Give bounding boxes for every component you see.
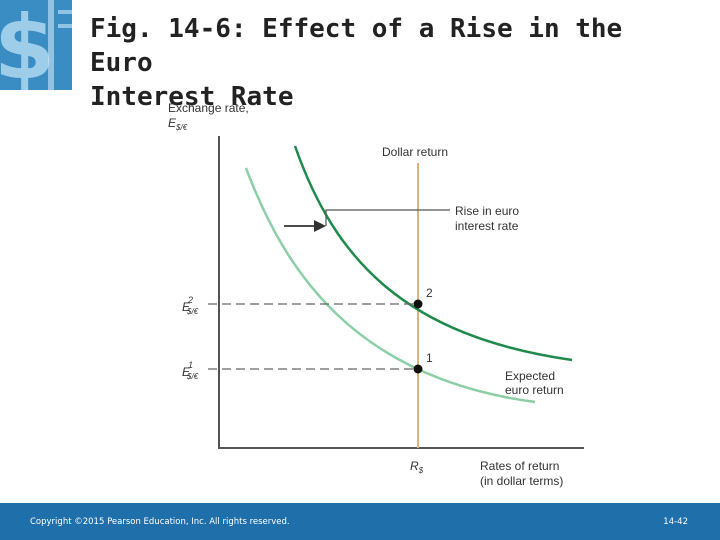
expected-label-line-1: Expected bbox=[505, 369, 555, 383]
slide-title-line-2: Interest Rate bbox=[90, 82, 294, 112]
rise-label-line-1: Rise in euro bbox=[455, 204, 519, 218]
equilibrium-point-2 bbox=[413, 299, 423, 309]
copyright-text: Copyright ©2015 Pearson Education, Inc. … bbox=[30, 517, 290, 527]
y-axis-label: Exchange rate, bbox=[168, 101, 249, 115]
x-axis-label-line-1: Rates of return bbox=[480, 459, 559, 473]
e2-tick-label: E2 $/€ bbox=[182, 295, 199, 316]
slide-logo: $ bbox=[0, 0, 72, 90]
r-dollar-tick-label: R$ bbox=[410, 459, 424, 475]
page-number: 14-42 bbox=[663, 517, 688, 527]
rise-callout-connector bbox=[325, 209, 450, 226]
x-axis-label-line-2: (in dollar terms) bbox=[480, 474, 563, 488]
point-1-label: 1 bbox=[426, 351, 433, 365]
footer-bar: Copyright ©2015 Pearson Education, Inc. … bbox=[0, 503, 720, 540]
expected-label-line-2: euro return bbox=[505, 383, 564, 397]
point-2-label: 2 bbox=[426, 286, 433, 300]
rise-label-line-2: interest rate bbox=[455, 219, 519, 233]
old-expected-euro-return-curve bbox=[244, 167, 536, 404]
slide-title: Fig. 14-6: Effect of a Rise in the Euro … bbox=[90, 12, 700, 114]
dollar-sign-icon: $ bbox=[0, 0, 72, 90]
e1-tick-label: E1 $/€ bbox=[182, 360, 199, 381]
y-axis-symbol: E$/€ bbox=[168, 116, 188, 132]
svg-text:$: $ bbox=[0, 0, 55, 90]
dollar-return-label: Dollar return bbox=[382, 145, 448, 159]
slide-title-line-1: Fig. 14-6: Effect of a Rise in the Euro bbox=[90, 14, 623, 78]
equilibrium-point-1 bbox=[413, 364, 423, 374]
new-expected-euro-return-curve bbox=[293, 145, 573, 362]
right-arrow-icon bbox=[314, 220, 326, 232]
